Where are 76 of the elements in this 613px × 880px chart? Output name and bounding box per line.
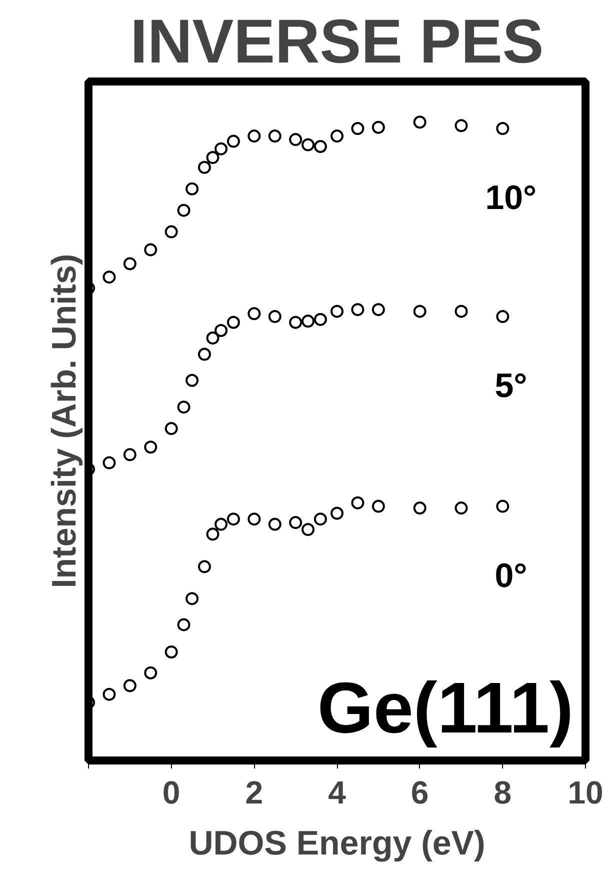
point xyxy=(289,316,302,329)
point xyxy=(413,304,426,318)
point xyxy=(330,506,344,520)
point xyxy=(226,316,240,329)
point xyxy=(413,116,426,129)
point xyxy=(123,257,136,270)
point xyxy=(496,310,510,324)
point xyxy=(144,243,158,256)
point xyxy=(289,133,302,146)
point xyxy=(248,307,261,320)
point xyxy=(302,314,315,328)
point xyxy=(330,304,344,318)
point xyxy=(164,225,178,238)
point xyxy=(177,204,190,217)
point xyxy=(102,688,116,701)
point xyxy=(314,140,327,153)
point xyxy=(248,512,261,526)
point xyxy=(102,456,116,470)
point xyxy=(314,312,327,326)
point xyxy=(214,142,228,156)
x-tick-label: 8 xyxy=(494,774,512,810)
point xyxy=(177,618,190,632)
point xyxy=(177,400,190,414)
point xyxy=(206,332,220,344)
point xyxy=(413,502,426,515)
point xyxy=(351,496,364,510)
annotation: Ge(111) xyxy=(317,668,574,748)
point xyxy=(372,120,385,134)
point xyxy=(302,138,315,152)
point xyxy=(351,122,364,135)
point xyxy=(454,304,468,318)
point xyxy=(454,119,468,132)
x-tick-label: 4 xyxy=(328,774,346,810)
point xyxy=(372,303,385,316)
series-label: 0° xyxy=(494,556,528,595)
series-label: 5° xyxy=(494,367,528,406)
point xyxy=(226,512,240,526)
point xyxy=(144,440,158,454)
point xyxy=(226,134,240,148)
point xyxy=(214,324,228,337)
point xyxy=(123,448,136,462)
point xyxy=(268,130,282,143)
point xyxy=(289,516,302,530)
point xyxy=(454,502,468,515)
point xyxy=(198,160,211,174)
x-tick-label: 0 xyxy=(162,774,180,810)
point xyxy=(496,122,510,135)
point xyxy=(186,592,199,606)
x-tick-label: 10 xyxy=(568,774,604,810)
x-axis-title: UDOS Energy (eV) xyxy=(188,824,486,862)
point xyxy=(206,528,220,541)
point xyxy=(330,130,344,143)
point xyxy=(164,645,178,658)
point xyxy=(164,422,178,436)
point xyxy=(144,666,158,680)
point xyxy=(198,348,211,361)
point xyxy=(102,270,116,284)
point xyxy=(123,679,136,692)
point xyxy=(248,130,261,143)
chart-title: INVERSE PES xyxy=(130,8,544,76)
point xyxy=(268,518,282,531)
x-tick-label: 2 xyxy=(245,774,264,810)
point xyxy=(314,512,327,526)
point xyxy=(268,310,282,324)
point xyxy=(198,560,211,574)
point xyxy=(496,500,510,513)
x-tick-label: 6 xyxy=(410,774,429,810)
point xyxy=(302,523,315,536)
point xyxy=(214,518,228,531)
point xyxy=(206,151,220,164)
point xyxy=(186,374,199,387)
point xyxy=(372,500,385,513)
y-axis-title: Intensity (Arb. Units) xyxy=(46,254,84,588)
point xyxy=(351,303,364,316)
point xyxy=(186,182,199,196)
series-label: 10° xyxy=(485,179,537,218)
